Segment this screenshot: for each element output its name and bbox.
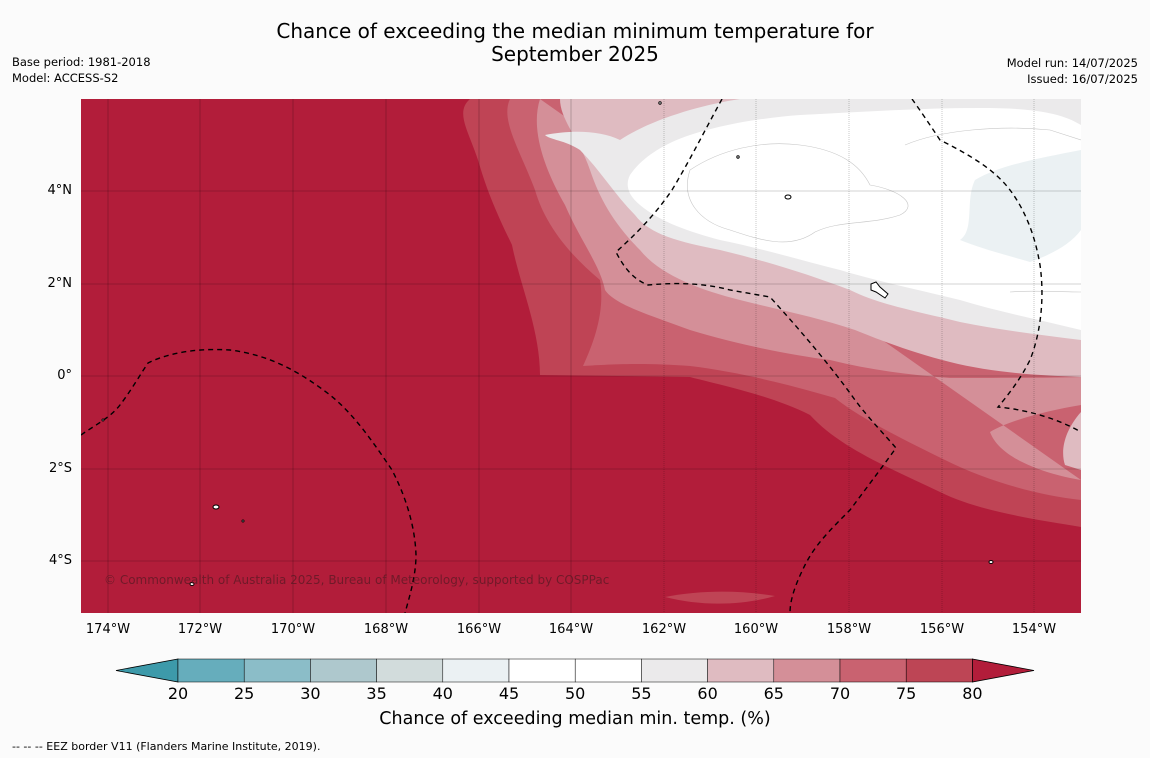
latitude-label: 4°N (47, 183, 73, 198)
colorbar-tick-label: 45 (498, 684, 520, 703)
longitude-label: 154°W (1011, 622, 1057, 637)
meta-left: Base period: 1981-2018 Model: ACCESS-S2 (12, 54, 151, 86)
colorbar-title: Chance of exceeding median min. temp. (%… (379, 709, 771, 729)
longitude-label: 172°W (177, 622, 223, 637)
region-75-80-south (665, 591, 775, 604)
eez-borders (81, 99, 1081, 613)
graticule (81, 99, 1081, 613)
island (736, 155, 740, 159)
colorbar-tick-label: 20 (167, 684, 189, 703)
longitude-label: 174°W (85, 622, 131, 637)
probability-field (81, 99, 1081, 613)
colorbar-tick-label: 35 (366, 684, 387, 703)
colorbar-under-arrow (115, 658, 179, 683)
colorbar-segment (839, 658, 907, 683)
map-title-line1: Chance of exceeding the median minimum t… (276, 19, 874, 43)
model-name: Model: ACCESS-S2 (12, 71, 119, 85)
colorbar-segment (773, 658, 841, 683)
colorbar-tick-label: 55 (631, 684, 652, 703)
colorbar-tick-label: 80 (962, 684, 983, 703)
colorbar-segment (905, 658, 973, 683)
island (212, 504, 220, 510)
colorbar-tick-label: 75 (896, 684, 917, 703)
colorbar-segment (707, 658, 775, 683)
longitude-label: 170°W (270, 622, 316, 637)
colorbar-tick-label: 40 (432, 684, 453, 703)
latitude-label: 0° (57, 368, 72, 383)
latitude-label: 4°S (48, 553, 72, 568)
colorbar-tick-label: 50 (565, 684, 586, 703)
island (870, 281, 889, 299)
longitude-label: 168°W (363, 622, 409, 637)
eez-border-east (911, 99, 1081, 433)
region-50-55 (627, 108, 1081, 330)
longitude-label: 156°W (919, 622, 965, 637)
map-title-line2: September 2025 (491, 42, 659, 66)
longitude-label: 160°W (733, 622, 779, 637)
colorbar-segment (574, 658, 642, 683)
latitude-label: 2°N (47, 276, 73, 291)
island (658, 101, 662, 105)
copyright-notice: © Commonwealth of Australia 2025, Bureau… (104, 573, 610, 587)
eez-footnote: -- -- -- EEZ border V11 (Flanders Marine… (12, 740, 321, 753)
model-run: Model run: 14/07/2025 (1006, 56, 1138, 70)
longitude-label: 162°W (641, 622, 687, 637)
colorbar-segment (508, 658, 576, 683)
longitude-label: 164°W (548, 622, 594, 637)
islands (101, 101, 994, 586)
base-period: Base period: 1981-2018 (12, 55, 151, 69)
issued-date: Issued: 16/07/2025 (1027, 72, 1138, 86)
colorbar-segment (442, 658, 510, 683)
colorbar-segment (177, 658, 245, 683)
colorbar-tick-label: 65 (763, 684, 784, 703)
colorbar-segment (310, 658, 377, 683)
colorbar-tick-label: 25 (234, 684, 255, 703)
colorbar-over-arrow (972, 658, 1035, 683)
meta-right: Model run: 14/07/2025 Issued: 16/07/2025 (1007, 55, 1138, 87)
longitude-label: 166°W (456, 622, 502, 637)
island (988, 560, 994, 564)
colorbar-tick-label: 30 (300, 684, 321, 703)
colorbar-segment (641, 658, 708, 683)
island (241, 519, 245, 523)
colorbar-tick-label: 60 (697, 684, 718, 703)
eez-border-west (81, 348, 417, 613)
longitude-label: 158°W (826, 622, 872, 637)
colorbar-tick-label: 70 (829, 684, 851, 703)
island (189, 582, 195, 586)
eez-border-central (615, 99, 897, 613)
colorbar-segment (376, 658, 444, 683)
island (101, 418, 105, 422)
colorbar-segment (243, 658, 311, 683)
colorbar (115, 658, 1035, 683)
island (784, 194, 792, 200)
latitude-label: 2°S (48, 461, 72, 476)
